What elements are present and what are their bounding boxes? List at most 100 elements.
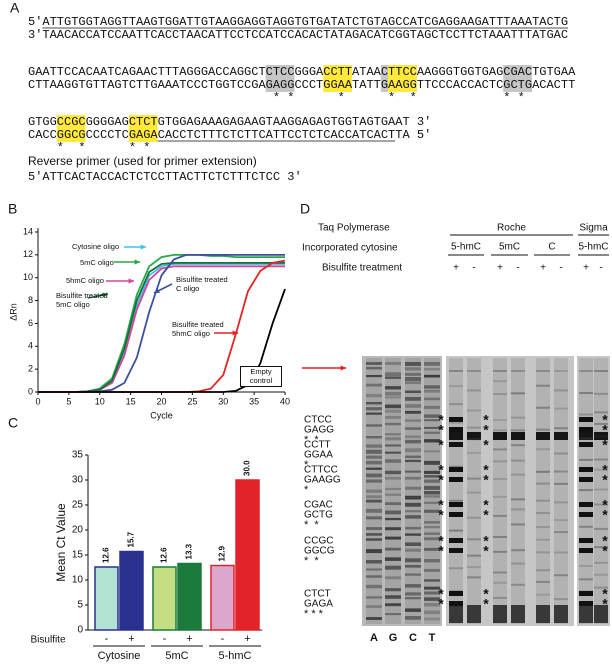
band (493, 571, 507, 574)
bar (94, 566, 119, 631)
band (385, 502, 401, 506)
band (579, 437, 593, 440)
lane (511, 358, 525, 624)
band (554, 427, 568, 430)
sequence-top: 5'ATTGTGGTAGGTTAAGTGGATTGTAAGGAGGTAGGTGT… (28, 15, 568, 29)
panel-label: A (10, 0, 20, 16)
band (385, 576, 401, 580)
lane-label: A (370, 632, 378, 644)
x-tick-label: 35 (249, 396, 259, 406)
band (405, 502, 421, 507)
band (511, 508, 525, 511)
methylation-star: * * * * * (28, 91, 525, 105)
site-top: CTCT (304, 589, 331, 600)
band (493, 581, 507, 584)
highlight (503, 65, 532, 92)
x-tick-label: 20 (156, 396, 166, 406)
band (405, 455, 421, 459)
y-tick-label: 25 (72, 500, 84, 511)
band (424, 532, 440, 535)
band (366, 499, 382, 503)
band (405, 476, 421, 480)
arrow-head (102, 292, 108, 298)
gel-star: * (438, 586, 444, 602)
arrow-head (140, 244, 146, 250)
band (424, 389, 440, 393)
band (424, 597, 440, 601)
y-tick-label: 10 (23, 272, 33, 282)
band (385, 409, 401, 413)
band (493, 460, 507, 463)
gel-star: * (438, 472, 444, 488)
band (493, 495, 507, 498)
band (405, 459, 421, 463)
site-stars: * (304, 459, 309, 471)
band (579, 578, 593, 581)
band (536, 512, 550, 515)
band (536, 593, 550, 596)
band (405, 427, 421, 430)
highlight (128, 115, 158, 142)
lane (405, 358, 421, 624)
band (405, 367, 421, 371)
gel-star: * (483, 412, 489, 428)
gel-star: * (438, 533, 444, 549)
band (366, 374, 382, 378)
band (424, 405, 440, 409)
curve (38, 288, 286, 393)
highlight (56, 115, 86, 142)
band (493, 432, 507, 440)
band (385, 362, 401, 365)
series-annotation: Bisulfite treated 5mC oligo (56, 291, 108, 309)
band (467, 389, 481, 392)
band (449, 548, 463, 553)
sequence-bottom: CTTAAGGTGTTAGTCTTGAAATCCCTGGTCCGAGAGGCCC… (28, 78, 575, 92)
band (467, 426, 481, 429)
band (467, 605, 481, 623)
band (511, 370, 525, 372)
band (385, 376, 401, 379)
site-bottom: GAGA (304, 599, 333, 610)
band (424, 509, 440, 513)
arrow-head (340, 365, 346, 371)
band (424, 568, 440, 572)
value-label: 12.6 (160, 547, 169, 563)
gel-star: * (438, 437, 444, 453)
band (424, 450, 440, 453)
band (579, 442, 593, 447)
band (405, 573, 421, 576)
band (554, 482, 568, 485)
band (579, 413, 593, 416)
band (536, 370, 550, 372)
band (366, 549, 382, 554)
sequence-bottom: CACCGGCGCCCCTCGAGACACCTCTTTCTCTTCATTCCTC… (28, 128, 431, 142)
y-tick-label: 15 (72, 550, 84, 561)
band (594, 468, 608, 471)
series-annotation: Bisulfite treated C oligo (176, 275, 228, 293)
band (385, 451, 401, 454)
band (554, 389, 568, 392)
band (424, 414, 440, 418)
band (405, 439, 421, 444)
band (366, 362, 382, 365)
band (449, 589, 463, 592)
band (405, 515, 421, 519)
band (424, 419, 440, 422)
methylation-star: * * (28, 91, 417, 105)
sequence-bottom: 3'TAACACCATCCAATTCACCTAACATTCCTCCATCCACA… (28, 28, 568, 42)
band (405, 608, 421, 612)
y-tick-label: 0 (28, 386, 33, 396)
band (579, 605, 593, 623)
band (467, 451, 481, 454)
gel-star: * (483, 533, 489, 549)
band (594, 573, 608, 576)
band (424, 431, 440, 434)
band (594, 586, 608, 589)
gel-star: * (602, 596, 608, 612)
band (536, 605, 550, 623)
gel-star: * (602, 497, 608, 513)
band (467, 566, 481, 569)
band (405, 486, 421, 490)
treatment-label: + (453, 263, 459, 274)
band (424, 460, 440, 465)
